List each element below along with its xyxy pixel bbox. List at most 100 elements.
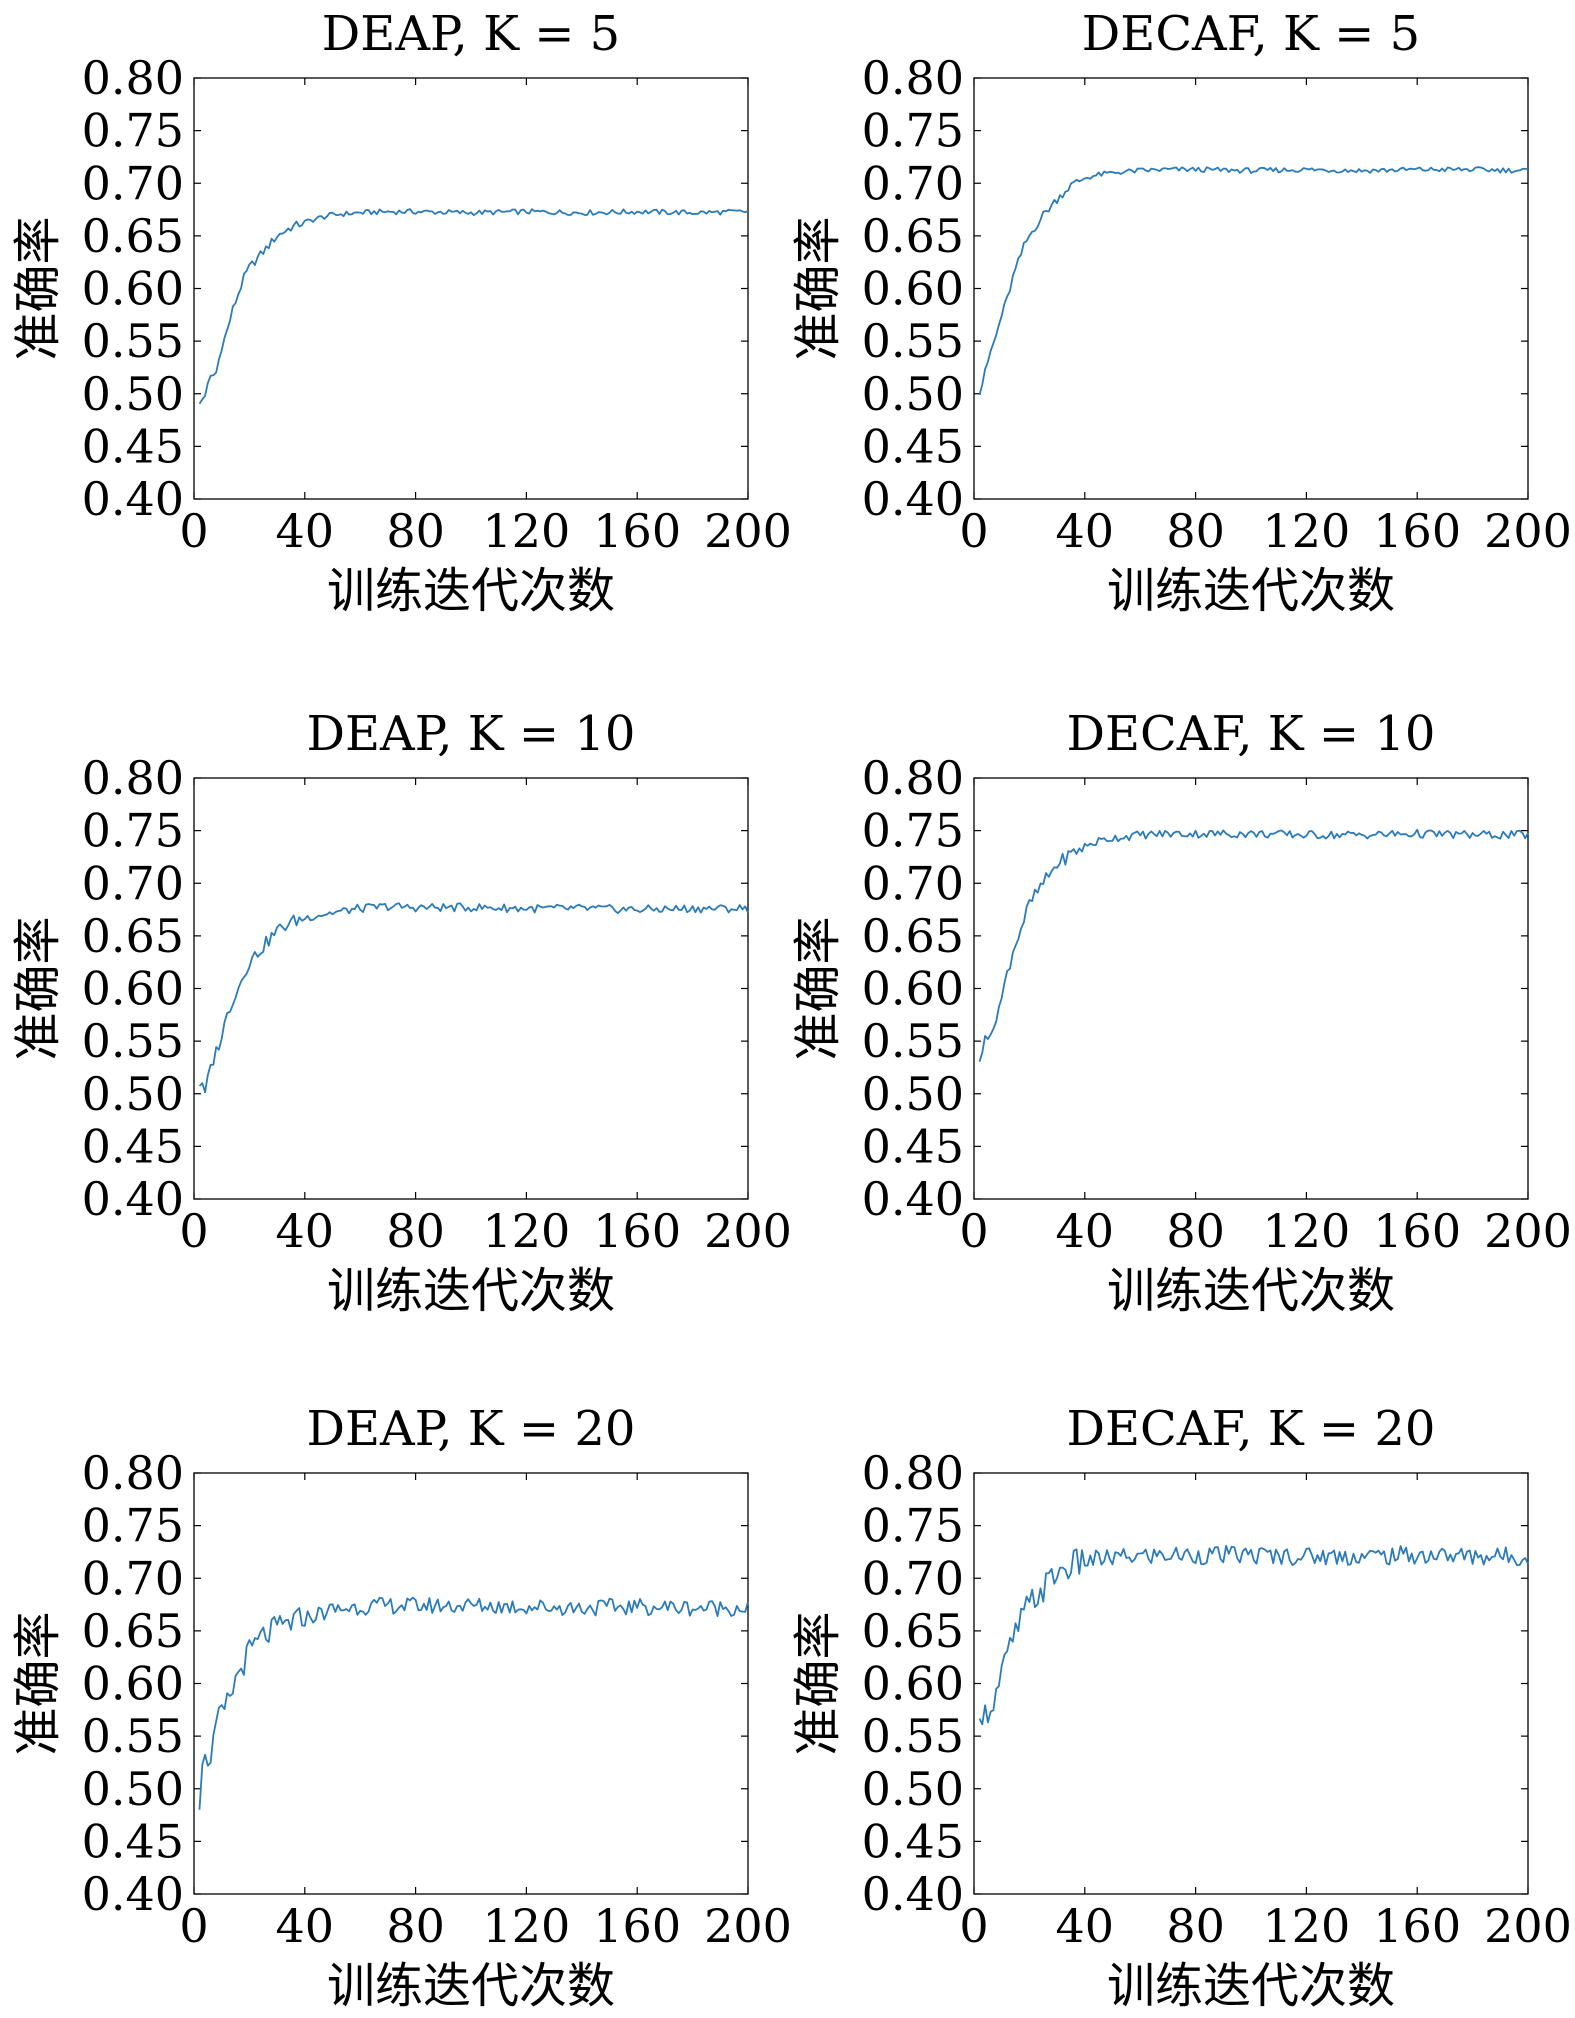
y-tick-label: 0.45 [82,1814,184,1868]
x-axis-label: 训练迭代次数 [327,1263,615,1319]
x-tick-label: 80 [1166,1204,1225,1258]
y-tick-label: 0.55 [82,314,184,368]
x-tick-label: 160 [593,1204,681,1258]
chart-panel: DEAP, K = 50.400.450.500.550.600.650.700… [10,6,792,619]
x-axis-label: 训练迭代次数 [327,1958,615,2014]
x-tick-label: 200 [704,504,792,558]
y-tick-label: 0.70 [82,156,184,210]
x-tick-label: 120 [482,1899,570,1953]
y-tick-label: 0.40 [82,1172,184,1226]
y-axis-label: 准确率 [10,1611,66,1755]
x-tick-label: 80 [386,1204,445,1258]
x-tick-label: 0 [179,504,208,558]
y-tick-label: 0.40 [82,472,184,526]
y-tick-label: 0.70 [82,1551,184,1605]
x-tick-label: 160 [1373,504,1461,558]
x-tick-label: 0 [179,1204,208,1258]
plot-frame [193,77,749,500]
x-tick-label: 160 [593,1899,681,1953]
y-tick-label: 0.60 [862,1657,964,1711]
y-tick-label: 0.45 [862,419,964,473]
x-tick-label: 40 [1056,504,1115,558]
y-tick-label: 0.75 [82,1499,184,1553]
y-axis-label: 准确率 [790,916,846,1060]
chart-title: DEAP, K = 10 [307,706,636,762]
y-tick-label: 0.40 [862,1867,964,1921]
y-axis-label: 准确率 [10,916,66,1060]
y-tick-label: 0.60 [862,962,964,1016]
chart-title: DECAF, K = 10 [1067,706,1436,762]
x-tick-label: 80 [386,1899,445,1953]
x-axis-label: 训练迭代次数 [1107,563,1395,619]
y-tick-label: 0.80 [862,51,964,105]
y-tick-label: 0.45 [862,1119,964,1173]
y-tick-label: 0.80 [82,751,184,805]
y-tick-label: 0.70 [862,1551,964,1605]
x-tick-label: 40 [276,1204,335,1258]
y-tick-label: 0.60 [82,1657,184,1711]
y-tick-label: 0.70 [82,856,184,910]
y-tick-label: 0.70 [862,156,964,210]
y-tick-label: 0.45 [82,1119,184,1173]
plot-frame [973,1472,1529,1895]
x-tick-label: 40 [1056,1204,1115,1258]
x-tick-label: 200 [1484,504,1572,558]
plot-frame [973,777,1529,1200]
x-tick-label: 120 [1262,1204,1350,1258]
y-tick-label: 0.75 [82,804,184,858]
y-tick-label: 0.55 [862,314,964,368]
x-tick-label: 40 [276,504,335,558]
series-line [198,1596,749,1810]
series-line [198,902,749,1094]
y-tick-label: 0.75 [82,104,184,158]
y-tick-label: 0.50 [862,1762,964,1816]
x-tick-label: 120 [1262,1899,1350,1953]
y-tick-label: 0.60 [82,262,184,316]
x-tick-label: 40 [1056,1899,1115,1953]
x-axis-label: 训练迭代次数 [327,563,615,619]
plot-frame [193,777,749,1200]
chart-panel: DEAP, K = 20 0.400.450.500.550.600.650.70… [10,1401,792,2014]
y-tick-label: 0.65 [82,209,184,263]
y-axis-label: 准确率 [790,216,846,360]
y-tick-label: 0.80 [862,751,964,805]
plot-frame [193,1472,749,1895]
series-line [198,208,749,405]
chart-panel: DECAF, K = 100.400.450.500.550.600.650.7… [790,706,1572,1319]
x-tick-label: 0 [959,1204,988,1258]
x-tick-label: 0 [959,504,988,558]
y-tick-label: 0.75 [862,104,964,158]
y-tick-label: 0.50 [82,367,184,421]
y-tick-label: 0.50 [82,1762,184,1816]
y-tick-label: 0.65 [82,909,184,963]
x-tick-label: 160 [1373,1899,1461,1953]
chart-title: DECAF, K = 20 [1067,1401,1436,1457]
chart-panel: DECAF, K = 5 0.400.450.500.550.600.650.70… [790,6,1572,619]
x-tick-label: 120 [482,1204,570,1258]
x-tick-label: 120 [482,504,570,558]
chart-panel: DECAF, K = 200.400.450.500.550.600.650.7… [790,1401,1572,2014]
x-tick-label: 80 [1166,1899,1225,1953]
series-line [978,828,1529,1062]
x-tick-label: 120 [1262,504,1350,558]
y-tick-label: 0.40 [862,1172,964,1226]
y-tick-label: 0.60 [82,962,184,1016]
y-tick-label: 0.65 [82,1604,184,1658]
y-tick-label: 0.75 [862,804,964,858]
x-tick-label: 0 [179,1899,208,1953]
y-tick-label: 0.65 [862,209,964,263]
x-tick-label: 160 [1373,1204,1461,1258]
x-tick-label: 200 [704,1899,792,1953]
y-axis-label: 准确率 [790,1611,846,1755]
x-tick-label: 80 [1166,504,1225,558]
y-tick-label: 0.50 [862,367,964,421]
y-tick-label: 0.55 [862,1709,964,1763]
y-tick-label: 0.70 [862,856,964,910]
y-tick-label: 0.80 [82,1446,184,1500]
x-axis-label: 训练迭代次数 [1107,1958,1395,2014]
x-tick-label: 200 [1484,1899,1572,1953]
plot-frame [973,77,1529,500]
x-tick-label: 0 [959,1899,988,1953]
chart-title: DEAP, K = 5 [322,6,620,62]
y-tick-label: 0.55 [82,1709,184,1763]
